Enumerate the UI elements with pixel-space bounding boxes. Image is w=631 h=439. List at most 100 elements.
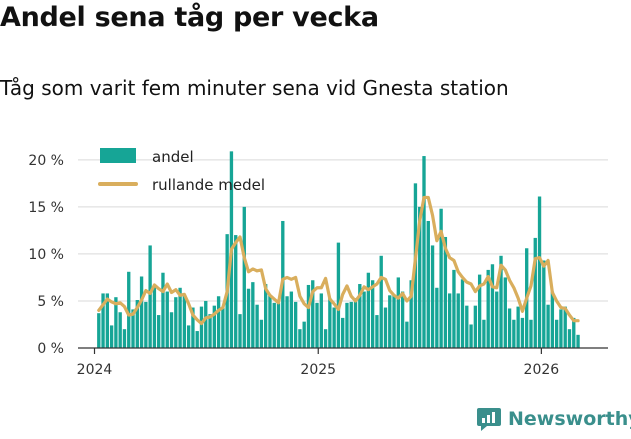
bar-andel	[499, 255, 503, 348]
bar-andel	[216, 296, 221, 348]
bar-andel	[127, 271, 131, 348]
legend-label-andel: andel	[152, 148, 194, 166]
bar-andel	[199, 306, 204, 348]
y-tick-label: 0 %	[37, 341, 64, 357]
bar-andel	[135, 300, 139, 348]
bar-andel	[139, 276, 144, 348]
legend-swatch-andel	[100, 148, 136, 163]
bar-andel	[503, 277, 507, 348]
bar-andel	[370, 280, 375, 348]
bar-andel	[465, 305, 469, 348]
bar-andel	[349, 301, 353, 348]
bar-andel	[473, 305, 478, 348]
bar-andel	[315, 302, 319, 348]
bar-andel	[259, 319, 264, 348]
legend-label-rullande-medel: rullande medel	[152, 176, 265, 194]
bar-andel	[101, 293, 105, 348]
bar-andel	[212, 305, 216, 348]
bar-andel	[362, 291, 366, 348]
bar-andel	[298, 329, 302, 348]
bar-andel	[490, 264, 495, 348]
x-tick-label: 2025	[300, 362, 336, 378]
bar-andel	[242, 206, 246, 348]
bar-andel	[554, 319, 559, 348]
bar-andel	[272, 302, 276, 348]
bar-andel	[221, 307, 225, 348]
bar-andel	[311, 280, 315, 348]
bar-andel	[144, 301, 148, 348]
bar-andel	[105, 293, 110, 348]
bar-andel	[178, 287, 182, 348]
bar-andel	[186, 325, 191, 348]
bar-andel	[336, 242, 341, 348]
bar-andel	[409, 280, 413, 348]
bar-andel	[520, 317, 525, 348]
bar-andel	[546, 304, 550, 348]
bar-andel	[195, 331, 199, 348]
bar-andel	[418, 206, 422, 348]
bar-andel	[383, 307, 388, 348]
bar-andel	[405, 321, 409, 348]
bar-andel	[400, 291, 405, 348]
bar-andel	[443, 236, 448, 348]
bar-andel	[182, 296, 187, 348]
bar-andel	[148, 245, 152, 348]
bar-andel	[358, 284, 362, 348]
bar-andel	[289, 291, 294, 348]
bar-andel	[456, 293, 460, 348]
bar-andel	[507, 308, 512, 348]
bar-andel	[460, 279, 465, 348]
bar-andel	[537, 196, 542, 348]
bar-andel	[264, 284, 268, 348]
x-tick-label: 2024	[77, 362, 113, 378]
rolling-average	[97, 195, 580, 326]
bar-andel	[323, 329, 328, 348]
bar-andel	[152, 286, 157, 348]
brand-name: Newsworthy	[508, 408, 631, 430]
x-tick-label: 2026	[524, 362, 560, 378]
bar-andel	[422, 156, 426, 348]
bar-andel	[204, 300, 208, 348]
bar-andel	[174, 297, 178, 348]
bar-andel	[332, 307, 336, 348]
bar-andel	[302, 321, 306, 348]
bar-andel	[285, 296, 289, 348]
bar-andel	[208, 314, 212, 348]
y-tick-label: 20 %	[28, 153, 64, 169]
y-tick-label: 5 %	[37, 294, 64, 310]
bar-andel	[567, 329, 572, 348]
bar-andel	[375, 315, 379, 348]
bar-andel	[131, 309, 135, 348]
chart-subtitle: Tåg som varit fem minuter sena vid Gnest…	[0, 76, 509, 100]
bar-andel	[477, 274, 482, 348]
bar-andel	[572, 317, 576, 348]
bar-andel	[576, 334, 580, 348]
bar-andel	[379, 255, 383, 348]
bar-andel	[559, 309, 563, 348]
brand-logo[interactable]: Newsworthy	[476, 406, 631, 432]
bar-andel	[366, 272, 371, 348]
bar-andel	[234, 235, 238, 348]
bar-andel	[165, 291, 169, 348]
bar-andel	[114, 297, 118, 348]
bar-andel	[563, 306, 567, 348]
axes: 0 % 5 % 10 % 15 % 20 % 2024 2025 2026	[28, 153, 608, 378]
bar-andel	[495, 291, 499, 348]
bar-andel	[533, 237, 537, 348]
line-rullande-medel	[97, 195, 580, 326]
bar-andel	[246, 288, 251, 348]
bar-andel	[439, 208, 443, 348]
bar-andel	[255, 304, 259, 348]
bar-andel	[353, 298, 358, 348]
bar-andel	[293, 301, 298, 348]
y-tick-label: 10 %	[28, 247, 64, 263]
bar-andel	[452, 269, 456, 348]
bar-andel	[109, 325, 114, 348]
bar-andel	[542, 260, 546, 348]
bar-andel	[169, 312, 174, 348]
bar-andel	[251, 282, 255, 348]
bar-andel	[486, 269, 490, 348]
bar-andel	[448, 293, 452, 348]
bar-andel	[97, 313, 101, 348]
bar-andel	[276, 302, 281, 348]
